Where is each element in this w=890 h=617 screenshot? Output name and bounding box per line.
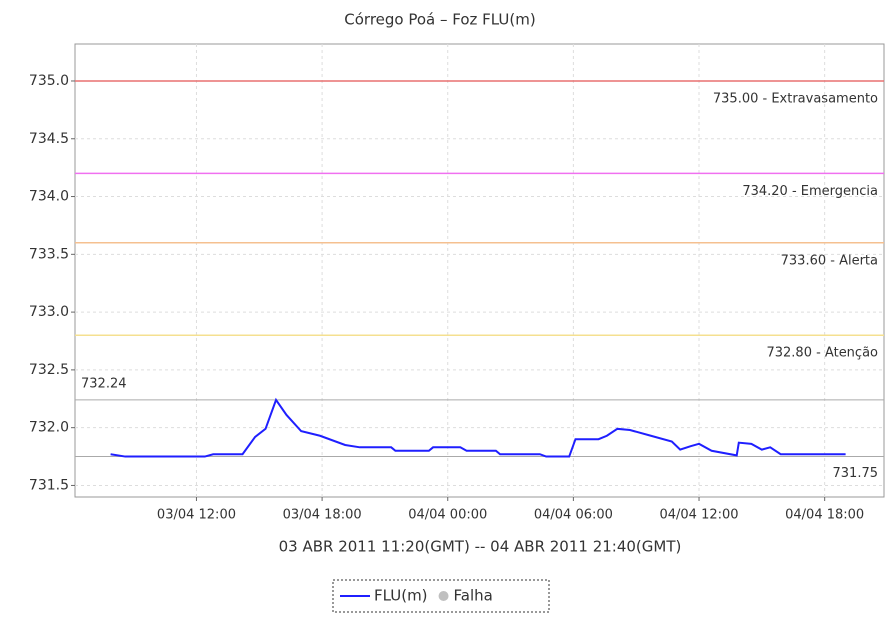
- y-tick-label: 735.0: [29, 73, 69, 89]
- threshold-label: 733.60 - Alerta: [781, 253, 878, 268]
- y-tick-label: 733.5: [29, 246, 69, 262]
- max-label: 732.24: [81, 376, 127, 391]
- x-tick-label: 03/04 12:00: [157, 508, 236, 523]
- x-tick-label: 04/04 12:00: [659, 508, 738, 523]
- series-line: [110, 397, 846, 458]
- x-tick-label: 04/04 06:00: [534, 508, 613, 523]
- legend-label: Falha: [454, 587, 493, 605]
- threshold-label: 735.00 - Extravasamento: [713, 91, 878, 106]
- x-tick-label: 04/04 00:00: [408, 508, 487, 523]
- threshold-label: 734.20 - Emergencia: [742, 184, 878, 199]
- chart-title: Córrego Poá – Foz FLU(m): [344, 11, 535, 29]
- y-tick-label: 732.5: [29, 362, 69, 378]
- x-tick-label: 04/04 18:00: [785, 508, 864, 523]
- y-tick-label: 733.0: [29, 304, 69, 320]
- y-tick-label: 732.0: [29, 420, 69, 436]
- plot-area: [74, 43, 885, 498]
- legend-label: FLU(m): [374, 587, 428, 605]
- y-tick-label: 731.5: [29, 477, 69, 493]
- threshold-label: 732.80 - Atenção: [766, 346, 878, 361]
- x-tick-label: 03/04 18:00: [283, 508, 362, 523]
- y-tick-label: 734.5: [29, 131, 69, 147]
- y-tick-label: 734.0: [29, 189, 69, 205]
- legend-dot: [438, 591, 449, 601]
- min-label: 731.75: [833, 466, 879, 481]
- x-axis-label: 03 ABR 2011 11:20(GMT) -- 04 ABR 2011 21…: [279, 538, 682, 556]
